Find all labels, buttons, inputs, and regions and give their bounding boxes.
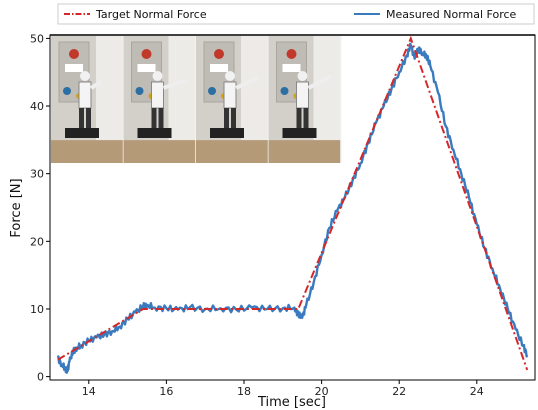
y-tick-label: 10 [30,303,44,316]
x-tick-label: 24 [470,385,484,398]
inset-frame [268,36,342,163]
x-tick-label: 20 [315,385,329,398]
legend-label-measured: Measured Normal Force [386,8,517,21]
x-axis: 14 16 18 20 22 24 [82,380,484,398]
legend-label-target: Target Normal Force [95,8,207,21]
legend: Target Normal Force Measured Normal Forc… [57,3,535,25]
y-axis: 0 10 20 30 40 50 [30,32,50,384]
y-tick-label: 40 [30,100,44,113]
x-tick-label: 14 [82,385,96,398]
y-tick-label: 20 [30,235,44,248]
x-tick-label: 18 [237,385,251,398]
x-tick-label: 16 [159,385,173,398]
inset-frame [51,36,125,163]
inset-frame [123,36,197,163]
series-line-target [57,35,529,371]
y-tick-label: 0 [37,371,44,384]
legend-box [57,3,535,25]
inset-robot-photos [51,36,342,163]
y-axis-label: Force [N] [9,178,24,237]
x-tick-label: 22 [392,385,406,398]
x-axis-label: Time [sec] [257,395,326,410]
y-tick-label: 50 [30,32,44,45]
inset-frame [196,36,270,163]
series-line-measured [56,42,529,374]
y-tick-label: 30 [30,168,44,181]
